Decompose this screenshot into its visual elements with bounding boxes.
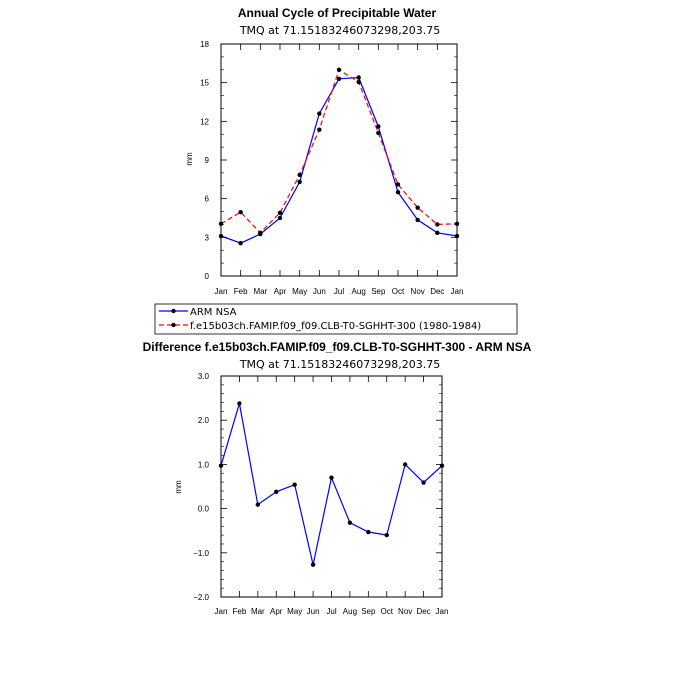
chart1-series-0-point — [336, 76, 342, 82]
chart1-series-1-point — [238, 210, 243, 215]
legend-label-model: f.e15b03ch.FAMIP.f09_f09.CLB-T0-SGHHT-30… — [190, 321, 481, 332]
chart2-series-0-point — [402, 462, 408, 467]
chart1-series-0-point — [297, 179, 302, 185]
chart1-ytick-label: 0 — [205, 272, 210, 281]
chart1-xtick-label: Mar — [253, 287, 267, 296]
chart1-xtick-label: Dec — [430, 287, 444, 296]
chart2-series-0-point — [237, 401, 242, 406]
chart1-xtick-label: Feb — [234, 287, 248, 296]
chart2-xtick-label: Feb — [233, 607, 247, 616]
chart2-ytick-label: 1.0 — [198, 460, 210, 469]
chart1-series-1-point — [435, 222, 440, 227]
chart1-series-1-point — [336, 67, 342, 72]
chart2-xtick-label: Dec — [416, 607, 430, 616]
chart1-xtick-label: Jul — [334, 287, 344, 296]
chart2-series-0-point — [439, 463, 445, 468]
chart2-series-0-line — [220, 403, 443, 565]
chart1-series-1-point — [395, 182, 401, 187]
chart2-ytick-label: 2.0 — [198, 416, 210, 425]
chart1-series-0-point — [395, 190, 401, 195]
chart2-title: Difference f.e15b03ch.FAMIP.f09_f09.CLB-… — [143, 340, 532, 354]
chart1-xtick-label: Jan — [451, 287, 464, 296]
chart1-series-0-point — [435, 230, 440, 236]
chart1-series-0-point — [454, 233, 460, 239]
chart2-series-0-point — [292, 482, 297, 487]
chart1-series-0-point — [376, 124, 381, 129]
chart1-series-1-point — [454, 221, 460, 226]
chart1-series-0-point — [415, 217, 420, 223]
chart1-xtick-label: Apr — [274, 287, 287, 296]
chart2-series-0-point — [347, 520, 353, 525]
legend-marker-arm — [171, 308, 176, 314]
chart1-series-1-point — [317, 127, 322, 132]
chart1-series-1-point — [415, 205, 420, 210]
legend-label-arm: ARM NSA — [190, 307, 237, 318]
legend-box — [154, 303, 518, 335]
chart1-series-0-point — [317, 111, 322, 116]
chart1-xtick-label: Aug — [352, 287, 366, 296]
chart2-xtick-label: Oct — [381, 607, 394, 616]
chart2-xtick-label: Mar — [251, 607, 265, 616]
chart1-ytick-label: 6 — [205, 195, 210, 204]
chart1-ytick-label: 3 — [205, 233, 210, 242]
chart1-series-0-point — [238, 240, 243, 246]
chart2-series-0-point — [421, 480, 426, 485]
chart1-series-1-point — [258, 230, 263, 236]
difference-chart: Difference f.e15b03ch.FAMIP.f09_f09.CLB-… — [143, 340, 532, 616]
chart2-series-0-point — [329, 475, 334, 480]
chart2-subtitle: TMQ at 71.15183246073298,203.75 — [239, 358, 440, 371]
chart1-series — [218, 67, 460, 246]
chart2-series-0-point — [310, 562, 316, 567]
legend: ARM NSA f.e15b03ch.FAMIP.f09_f09.CLB-T0-… — [154, 303, 518, 335]
chart1-title: Annual Cycle of Precipitable Water — [238, 6, 437, 20]
chart1-xtick-label: Oct — [392, 287, 405, 296]
chart1-xtick-label: Nov — [411, 287, 425, 296]
chart1-subtitle: TMQ at 71.15183246073298,203.75 — [239, 24, 440, 37]
chart2-xtick-label: Jan — [436, 607, 449, 616]
chart2-ytick-label: −2.0 — [193, 593, 209, 602]
chart2-xtick-label: Jul — [326, 607, 336, 616]
chart2-xtick-label: Apr — [270, 607, 283, 616]
chart2-xtick-label: May — [287, 607, 302, 616]
chart2-series-0-point — [218, 463, 224, 468]
chart2-xtick-label: Nov — [398, 607, 412, 616]
chart1-xtick-label: May — [292, 287, 307, 296]
chart1-series-0-line — [220, 76, 458, 244]
chart1-series-1-line — [220, 68, 458, 234]
chart1-xtick-label: Sep — [371, 287, 386, 296]
chart1-xtick-label: Jan — [215, 287, 228, 296]
chart2-ytick-label: −1.0 — [193, 549, 209, 558]
chart1-series-0-point — [277, 215, 283, 221]
chart1-ytick-label: 9 — [205, 156, 210, 165]
chart1-ytick-label: 15 — [200, 79, 209, 88]
chart1-series-1-point — [376, 130, 381, 136]
chart1-series-1-point — [297, 172, 302, 178]
chart1-series-1-point — [277, 210, 283, 216]
chart2-xtick-label: Aug — [343, 607, 357, 616]
chart1-axes: 0 3 6 9 12 15 18 Jan Feb Mar Apr May Jun Jul Aug Sep Oct… — [200, 40, 463, 296]
chart1-xtick-label: Jun — [313, 287, 326, 296]
chart2-ytick-label: 0.0 — [198, 505, 210, 514]
chart2-ytick-label: 3.0 — [198, 372, 210, 381]
chart1-series-0-point — [218, 233, 224, 239]
chart2-xtick-label: Jan — [215, 607, 228, 616]
chart2-xtick-label: Jun — [307, 607, 320, 616]
chart2-series — [218, 401, 445, 567]
chart1-ytick-label: 12 — [200, 117, 209, 126]
legend-marker-model — [171, 322, 176, 328]
chart2-series-0-point — [384, 532, 389, 538]
chart1-series-1-point — [356, 79, 361, 85]
precipitable-water-chart: Annual Cycle of Precipitable Water TMQ a… — [185, 6, 463, 296]
chart2-ylabel: mm — [174, 480, 183, 494]
chart1-series-0-point — [356, 75, 361, 80]
chart2-xtick-label: Sep — [361, 607, 376, 616]
chart1-ylabel: mm — [185, 152, 194, 166]
chart2-series-0-point — [366, 529, 371, 535]
chart2-series-0-point — [255, 502, 261, 507]
chart1-ytick-label: 18 — [200, 40, 209, 49]
chart2-axes: −2.0 −1.0 0.0 1.0 2.0 3.0 Jan Feb Mar Apr May Jun Ju… — [193, 372, 448, 616]
chart1-series-1-point — [218, 221, 224, 226]
chart2-series-0-point — [274, 489, 279, 495]
